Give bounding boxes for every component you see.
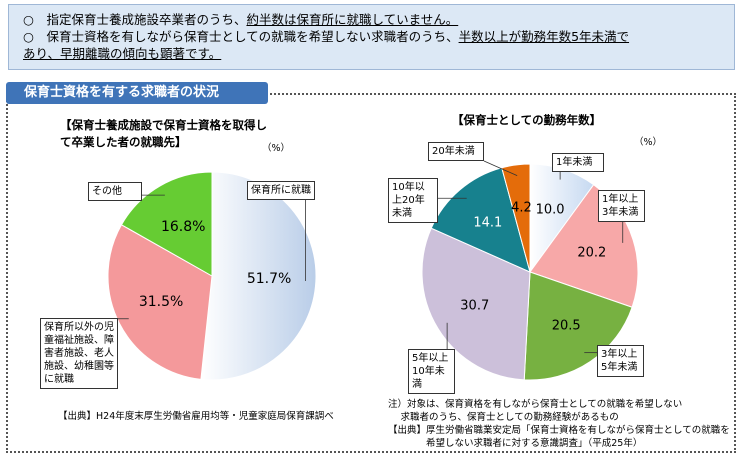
value-label: 14.1 <box>473 215 503 231</box>
bullet-line: あり、早期離職の傾向も顕著です。 <box>23 45 734 62</box>
value-label: 4.2 <box>511 200 532 216</box>
bullet-marker: ○ <box>23 12 34 27</box>
section-title: 保育士資格を有する求職者の状況 <box>6 82 268 104</box>
leader-line <box>483 160 518 177</box>
text: 保育士資格を有しながら保育士としての就職を希望しない求職者のうち、 <box>46 29 459 44</box>
pie-slice <box>107 224 213 380</box>
pie-slice <box>523 271 633 381</box>
text: 指定保育士養成施設卒業者のうち、 <box>46 12 247 27</box>
category-label: 1年未満 <box>552 153 604 172</box>
bullet: ○ 指定保育士養成施設卒業者のうち、約半数は保育所に就職していません。 <box>23 11 734 28</box>
note: 注）対象は、保育資格を有しながら保育士としての就職を希望しない <box>388 399 683 410</box>
bullet-marker: ○ <box>23 29 34 44</box>
category-label: 1年以上3年未満 <box>598 190 645 222</box>
source-note: 【出典】H24年度末厚生労働省雇用均等・児童家庭局保育課調べ <box>58 411 334 422</box>
value-label: 16.8% <box>160 218 206 235</box>
value-label: 30.7 <box>460 298 490 314</box>
text: あり、早期離職の傾向も顕著です。 <box>23 46 222 61</box>
category-label: 3年以上5年未満 <box>597 345 644 377</box>
value-label: 20.2 <box>577 245 607 261</box>
value-label: 51.7% <box>246 271 292 288</box>
chart-title: 【保育士養成施設で保育士資格を取得して卒業した者の就職先】 <box>60 118 267 149</box>
value-label: 31.5% <box>138 294 184 311</box>
unit-label: （%） <box>262 143 291 154</box>
chart-title: 【保育士としての勤務年数】 <box>452 113 602 127</box>
text: 半数以上が勤務年数5年未満で <box>458 29 630 44</box>
summary-box: ○ 指定保育士養成施設卒業者のうち、約半数は保育所に就職していません。 ○ 保育… <box>8 4 735 70</box>
pie-slice <box>120 171 213 277</box>
category-label: 保育所以外の児童福祉施設、障害者施設、老人施設、幼稚園等に就職 <box>40 318 118 389</box>
value-label: 10.0 <box>535 202 565 218</box>
notes: 注）対象は、保育資格を有しながら保育士としての就職を希望しない 求職者のうち、保… <box>388 398 733 450</box>
category-label: 5年以上10年未満 <box>408 349 455 394</box>
pie-slice <box>430 167 531 273</box>
unit-label: （%） <box>634 137 663 148</box>
value-label: 20.5 <box>551 318 581 334</box>
text: 約半数は保育所に就職していません。 <box>246 12 459 27</box>
category-label: 20年未満 <box>428 142 484 161</box>
category-label: 10年以上20年未満 <box>388 178 438 223</box>
note: 求職者のうち、保育士としての勤務経験があるもの <box>388 412 619 423</box>
category-label: その他 <box>88 182 142 201</box>
pie-slice <box>421 227 531 381</box>
note: 【出典】厚生労働省職業安定局「保育士資格を有しながら保育士としての就職を <box>388 425 730 436</box>
bullet: ○ 保育士資格を有しながら保育士としての就職を希望しない求職者のうち、半数以上が… <box>23 28 734 45</box>
section-frame <box>6 93 736 453</box>
category-label: 保育所に就職 <box>247 181 315 200</box>
note: 希望しない求職者に対する意識調査」（平成25年） <box>388 438 643 449</box>
pie-slice <box>501 163 531 273</box>
